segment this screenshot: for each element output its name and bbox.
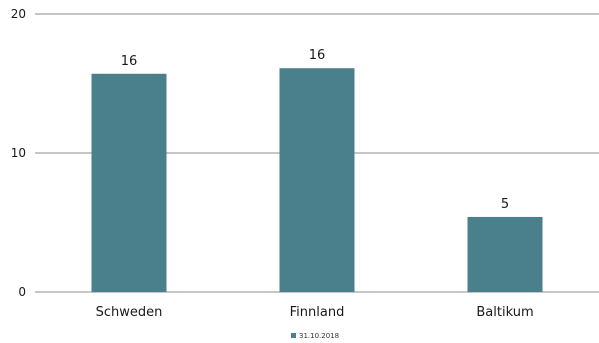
bar-baltikum — [467, 216, 543, 292]
data-label-baltikum: 5 — [501, 197, 509, 212]
bar-schweden — [91, 73, 167, 293]
bar-finnland — [279, 68, 355, 293]
y-tick-label-0: 0 — [18, 285, 26, 299]
bars — [91, 68, 543, 293]
data-labels: 16 16 5 — [121, 48, 509, 212]
category-label-schweden: Schweden — [96, 305, 163, 320]
y-tick-label-10: 10 — [11, 146, 26, 160]
y-axis-tick-labels: 0 10 20 — [11, 7, 26, 299]
category-label-baltikum: Baltikum — [476, 305, 533, 320]
category-label-finnland: Finnland — [290, 305, 345, 320]
data-label-finnland: 16 — [309, 48, 326, 63]
y-tick-label-20: 20 — [11, 7, 26, 21]
data-label-schweden: 16 — [121, 54, 138, 69]
category-labels: Schweden Finnland Baltikum — [96, 305, 534, 320]
legend-swatch — [291, 333, 296, 338]
legend-label: 31.10.2018 — [299, 332, 339, 340]
legend: 31.10.2018 — [291, 332, 339, 340]
